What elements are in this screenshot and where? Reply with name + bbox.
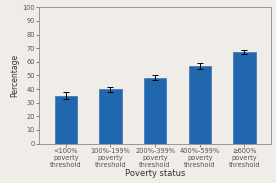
Bar	[55, 96, 77, 144]
Bar	[189, 66, 211, 144]
X-axis label: Poverty status: Poverty status	[125, 169, 185, 178]
Bar	[99, 89, 121, 144]
Bar	[144, 78, 166, 144]
Bar	[233, 52, 256, 144]
Y-axis label: Percentage: Percentage	[10, 54, 19, 97]
